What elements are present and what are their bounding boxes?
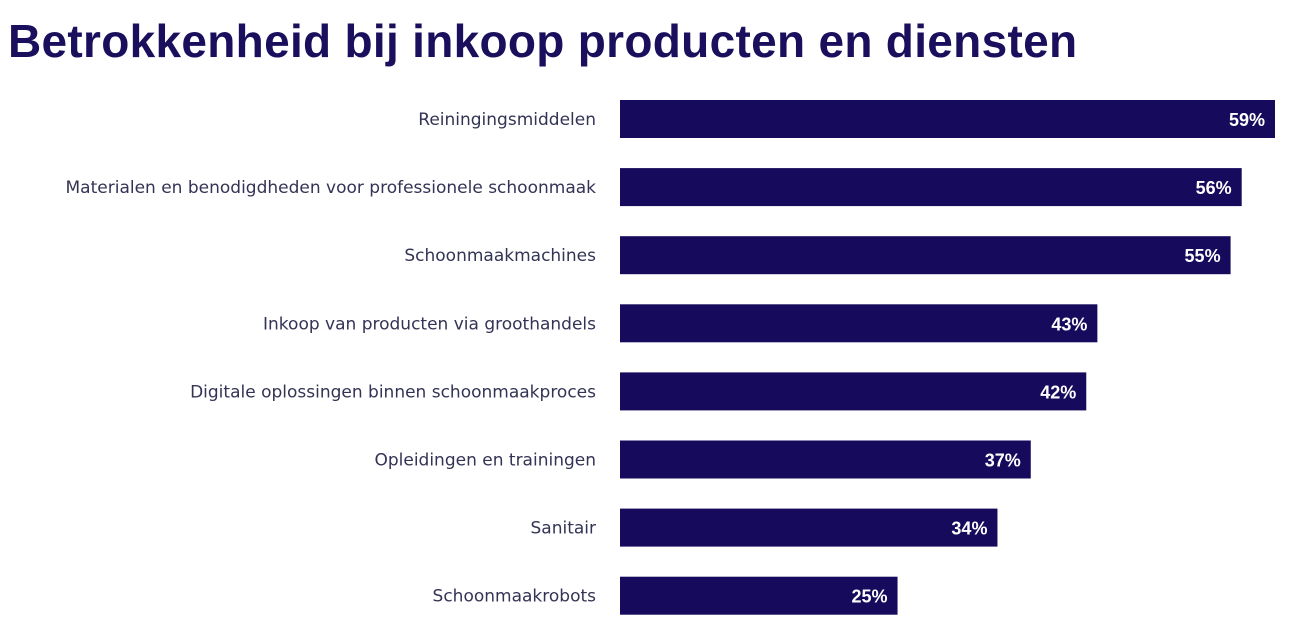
data-label: 34% bbox=[951, 519, 987, 539]
category-label: Sanitair bbox=[530, 519, 596, 539]
category-label: Digitale oplossingen binnen schoonmaakpr… bbox=[190, 382, 596, 402]
chart-title: Betrokkenheid bij inkoop producten en di… bbox=[8, 15, 1078, 67]
bar bbox=[620, 236, 1231, 275]
data-label: 55% bbox=[1185, 246, 1221, 266]
category-label: Materialen en benodigdheden voor profess… bbox=[66, 178, 597, 198]
bar bbox=[620, 100, 1275, 138]
category-label: Schoonmaakrobots bbox=[433, 587, 597, 607]
bar bbox=[620, 168, 1242, 207]
bar bbox=[620, 576, 898, 615]
bar bbox=[620, 372, 1087, 411]
category-label: Schoonmaakmachines bbox=[404, 246, 596, 266]
bar bbox=[620, 508, 998, 547]
category-label: Reiningingsmiddelen bbox=[418, 110, 596, 130]
data-label: 25% bbox=[852, 587, 888, 607]
data-label: 42% bbox=[1040, 382, 1076, 402]
bar bbox=[620, 440, 1031, 479]
bar bbox=[620, 304, 1098, 343]
data-label: 43% bbox=[1051, 314, 1087, 334]
data-label: 56% bbox=[1196, 178, 1232, 198]
data-label: 37% bbox=[985, 451, 1021, 471]
category-label: Opleidingen en trainingen bbox=[374, 451, 596, 471]
category-label: Inkoop van producten via groothandels bbox=[263, 314, 596, 334]
data-label: 59% bbox=[1229, 110, 1265, 130]
